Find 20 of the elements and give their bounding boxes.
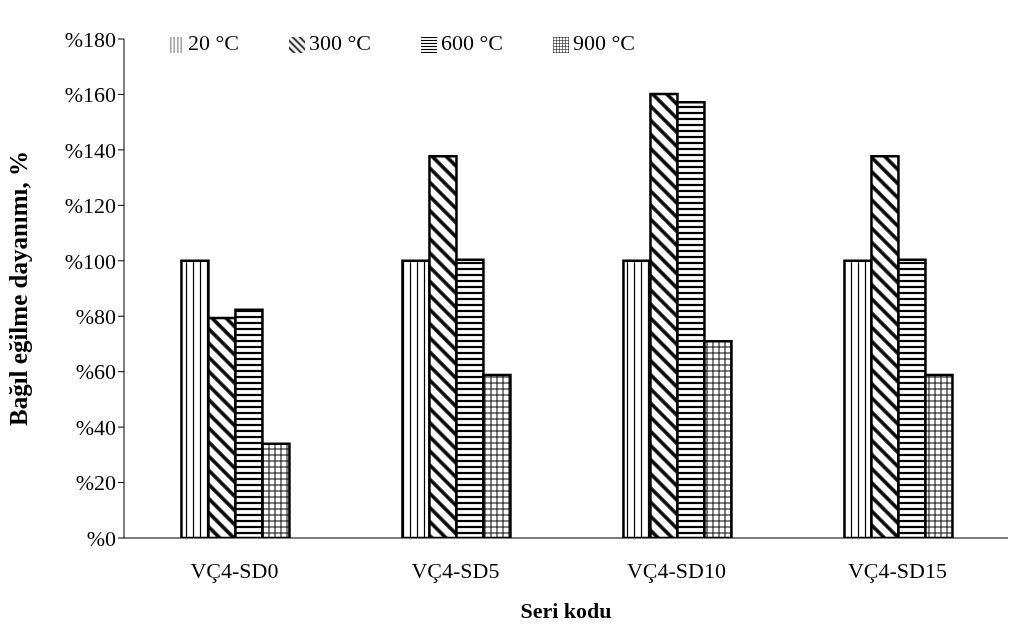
- y-tick-label: %100: [64, 248, 116, 274]
- y-tick-label: %180: [64, 26, 116, 52]
- y-axis-title: Bağıl eğilme dayanımı, %: [4, 151, 32, 426]
- y-tick-label: %0: [86, 525, 116, 551]
- legend-label: 600 °C: [440, 30, 503, 55]
- x-tick-label: VÇ4-SD0: [190, 557, 279, 583]
- legend-label: 900 °C: [572, 30, 635, 55]
- x-tick-label: VÇ4-SD15: [847, 557, 948, 583]
- legend-label: 20 °C: [188, 30, 239, 55]
- y-tick-label: %60: [75, 359, 116, 385]
- y-tick-label: %80: [75, 304, 116, 330]
- y-tick-label: %20: [75, 470, 116, 496]
- x-tick-label: VÇ4-SD5: [411, 557, 500, 583]
- legend-label: 300 °C: [308, 30, 371, 55]
- y-tick-label: %160: [64, 82, 116, 108]
- y-tick-label: %140: [64, 137, 116, 163]
- y-tick-label: %120: [64, 193, 116, 219]
- x-tick-label: VÇ4-SD10: [626, 557, 727, 583]
- y-tick-label: %40: [75, 414, 116, 440]
- x-axis-title: Seri kodu: [520, 598, 612, 623]
